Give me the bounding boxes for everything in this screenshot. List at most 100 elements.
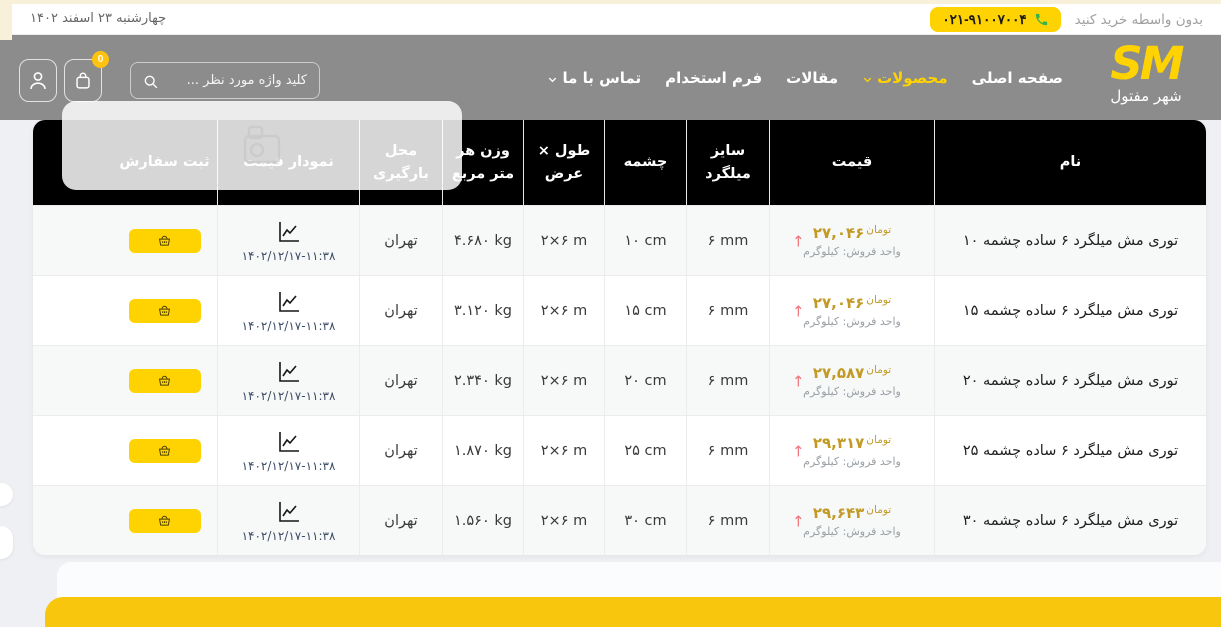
mesh-size: ۱۵ cm bbox=[605, 276, 687, 345]
table-row: توری مش میلگرد ۶ ساده چشمه ۲۰ تومان ۲۷,۵… bbox=[33, 345, 1206, 415]
top-left-edge bbox=[0, 0, 12, 40]
trend-up-arrow: ↑ bbox=[792, 372, 805, 391]
dropdown-panel bbox=[62, 101, 462, 190]
cart-button[interactable]: 0 bbox=[64, 51, 109, 102]
loading-location: تهران bbox=[360, 276, 443, 345]
mesh-size: ۲۵ cm bbox=[605, 416, 687, 485]
order-cell bbox=[112, 486, 218, 555]
col-header-weight: وزن هر متر مربع bbox=[443, 120, 524, 205]
nav-home[interactable]: صفحه اصلی bbox=[971, 68, 1063, 87]
price-chart-link[interactable]: ۱۴۰۲/۱۲/۱۷-۱۱:۳۸ bbox=[218, 346, 360, 415]
search-box bbox=[130, 62, 320, 99]
price-cell: تومان ۲۷,۰۴۶ واحد فروش: کیلوگرم ↑ bbox=[770, 206, 935, 275]
side-widget-button[interactable] bbox=[0, 526, 13, 559]
phone-icon bbox=[1034, 12, 1049, 27]
product-name: توری مش میلگرد ۶ ساده چشمه ۱۰ bbox=[962, 232, 1179, 249]
search-icon bbox=[141, 72, 160, 91]
weight-per-sqm: ۳.۱۲۰ kg bbox=[443, 276, 524, 345]
dimensions: ۲×۶ m bbox=[524, 346, 605, 415]
line-chart-icon bbox=[276, 429, 302, 455]
nav-employment-form[interactable]: فرم استخدام bbox=[665, 68, 763, 87]
line-chart-icon bbox=[276, 499, 302, 525]
loading-location: تهران bbox=[360, 206, 443, 275]
product-name: توری مش میلگرد ۶ ساده چشمه ۱۵ bbox=[962, 302, 1179, 319]
price-chart-link[interactable]: ۱۴۰۲/۱۲/۱۷-۱۱:۳۸ bbox=[218, 486, 360, 555]
top-edge-strip bbox=[0, 0, 1221, 4]
dimensions: ۲×۶ m bbox=[524, 276, 605, 345]
price-chart-link[interactable]: ۱۴۰۲/۱۲/۱۷-۱۱:۳۸ bbox=[218, 206, 360, 275]
phone-number: ۰۲۱-۹۱۰۰۷۰۰۴ bbox=[942, 11, 1027, 27]
chevron-down-icon bbox=[547, 74, 558, 85]
chevron-down-icon bbox=[862, 74, 873, 85]
basket-icon bbox=[156, 512, 173, 529]
rebar-size: ۶ mm bbox=[687, 276, 770, 345]
sale-unit: واحد فروش: کیلوگرم bbox=[803, 314, 901, 328]
account-button[interactable] bbox=[19, 59, 57, 102]
price-value: ۲۷,۰۴۶ bbox=[812, 293, 865, 312]
product-name: توری مش میلگرد ۶ ساده چشمه ۲۰ bbox=[962, 372, 1179, 389]
currency-label: تومان bbox=[866, 223, 892, 236]
add-to-cart-button[interactable] bbox=[128, 298, 201, 323]
trend-up-arrow: ↑ bbox=[792, 442, 805, 461]
line-chart-icon bbox=[276, 289, 302, 315]
nav-products[interactable]: محصولات bbox=[862, 69, 948, 87]
nav-contact[interactable]: تماس با ما bbox=[547, 69, 641, 87]
price-value: ۲۷,۵۸۷ bbox=[812, 363, 865, 382]
mesh-size: ۱۰ cm bbox=[605, 206, 687, 275]
trend-up-arrow: ↑ bbox=[792, 512, 805, 531]
empty-cell bbox=[33, 206, 112, 275]
add-to-cart-button[interactable] bbox=[128, 368, 201, 393]
logo-mark: SM bbox=[1110, 37, 1184, 90]
loading-location: تهران bbox=[360, 416, 443, 485]
price-update-date: ۱۴۰۲/۱۲/۱۷-۱۱:۳۸ bbox=[241, 458, 336, 473]
sale-unit: واحد فروش: کیلوگرم bbox=[803, 524, 901, 538]
site-logo[interactable]: SM شهر مفتول bbox=[1081, 37, 1211, 106]
trend-up-arrow: ↑ bbox=[792, 232, 805, 251]
product-name: توری مش میلگرد ۶ ساده چشمه ۲۵ bbox=[962, 442, 1179, 459]
table-body: توری مش میلگرد ۶ ساده چشمه ۱۰ تومان ۲۷,۰… bbox=[33, 205, 1206, 555]
add-to-cart-button[interactable] bbox=[128, 508, 201, 533]
add-to-cart-button[interactable] bbox=[128, 438, 201, 463]
price-value: ۲۹,۳۱۷ bbox=[812, 433, 865, 452]
dimensions: ۲×۶ m bbox=[524, 416, 605, 485]
sale-unit: واحد فروش: کیلوگرم bbox=[803, 384, 901, 398]
order-cell bbox=[112, 346, 218, 415]
weight-per-sqm: ۱.۵۶۰ kg bbox=[443, 486, 524, 555]
loading-location: تهران bbox=[360, 486, 443, 555]
order-cell bbox=[112, 206, 218, 275]
line-chart-icon bbox=[276, 219, 302, 245]
currency-label: تومان bbox=[866, 503, 892, 516]
search-input[interactable] bbox=[161, 63, 319, 98]
table-row: توری مش میلگرد ۶ ساده چشمه ۱۰ تومان ۲۷,۰… bbox=[33, 205, 1206, 275]
slogan-text: بدون واسطه خرید کنید bbox=[1074, 11, 1203, 28]
price-update-date: ۱۴۰۲/۱۲/۱۷-۱۱:۳۸ bbox=[241, 388, 336, 403]
price-update-date: ۱۴۰۲/۱۲/۱۷-۱۱:۳۸ bbox=[241, 248, 336, 263]
rebar-size: ۶ mm bbox=[687, 486, 770, 555]
phone-button[interactable]: ۰۲۱-۹۱۰۰۷۰۰۴ bbox=[930, 7, 1061, 32]
main-nav: صفحه اصلی محصولات مقالات فرم استخدام تما… bbox=[547, 35, 1063, 120]
add-to-cart-button[interactable] bbox=[128, 228, 201, 253]
currency-label: تومان bbox=[866, 363, 892, 376]
price-chart-link[interactable]: ۱۴۰۲/۱۲/۱۷-۱۱:۳۸ bbox=[218, 416, 360, 485]
table-row: توری مش میلگرد ۶ ساده چشمه ۱۵ تومان ۲۷,۰… bbox=[33, 275, 1206, 345]
price-chart-link[interactable]: ۱۴۰۲/۱۲/۱۷-۱۱:۳۸ bbox=[218, 276, 360, 345]
sale-unit: واحد فروش: کیلوگرم bbox=[803, 454, 901, 468]
price-cell: تومان ۲۷,۵۸۷ واحد فروش: کیلوگرم ↑ bbox=[770, 346, 935, 415]
basket-icon bbox=[156, 232, 173, 249]
image-placeholder-icon bbox=[236, 120, 288, 172]
rebar-size: ۶ mm bbox=[687, 346, 770, 415]
weight-per-sqm: ۱.۸۷۰ kg bbox=[443, 416, 524, 485]
col-header-rebar-size: سایز میلگرد bbox=[687, 120, 770, 205]
side-widget-button[interactable] bbox=[0, 483, 13, 506]
logo-subtext: شهر مفتول bbox=[1110, 87, 1182, 105]
mesh-size: ۳۰ cm bbox=[605, 486, 687, 555]
order-cell bbox=[112, 276, 218, 345]
col-header-mesh: چشمه bbox=[605, 120, 687, 205]
nav-articles[interactable]: مقالات bbox=[786, 68, 839, 87]
mesh-size: ۲۰ cm bbox=[605, 346, 687, 415]
price-cell: تومان ۲۹,۶۴۳ واحد فروش: کیلوگرم ↑ bbox=[770, 486, 935, 555]
topbar-right: بدون واسطه خرید کنید ۰۲۱-۹۱۰۰۷۰۰۴ bbox=[930, 7, 1203, 32]
price-update-date: ۱۴۰۲/۱۲/۱۷-۱۱:۳۸ bbox=[241, 318, 336, 333]
price-value: ۲۷,۰۴۶ bbox=[812, 223, 865, 242]
cart-count-badge: 0 bbox=[92, 51, 109, 68]
